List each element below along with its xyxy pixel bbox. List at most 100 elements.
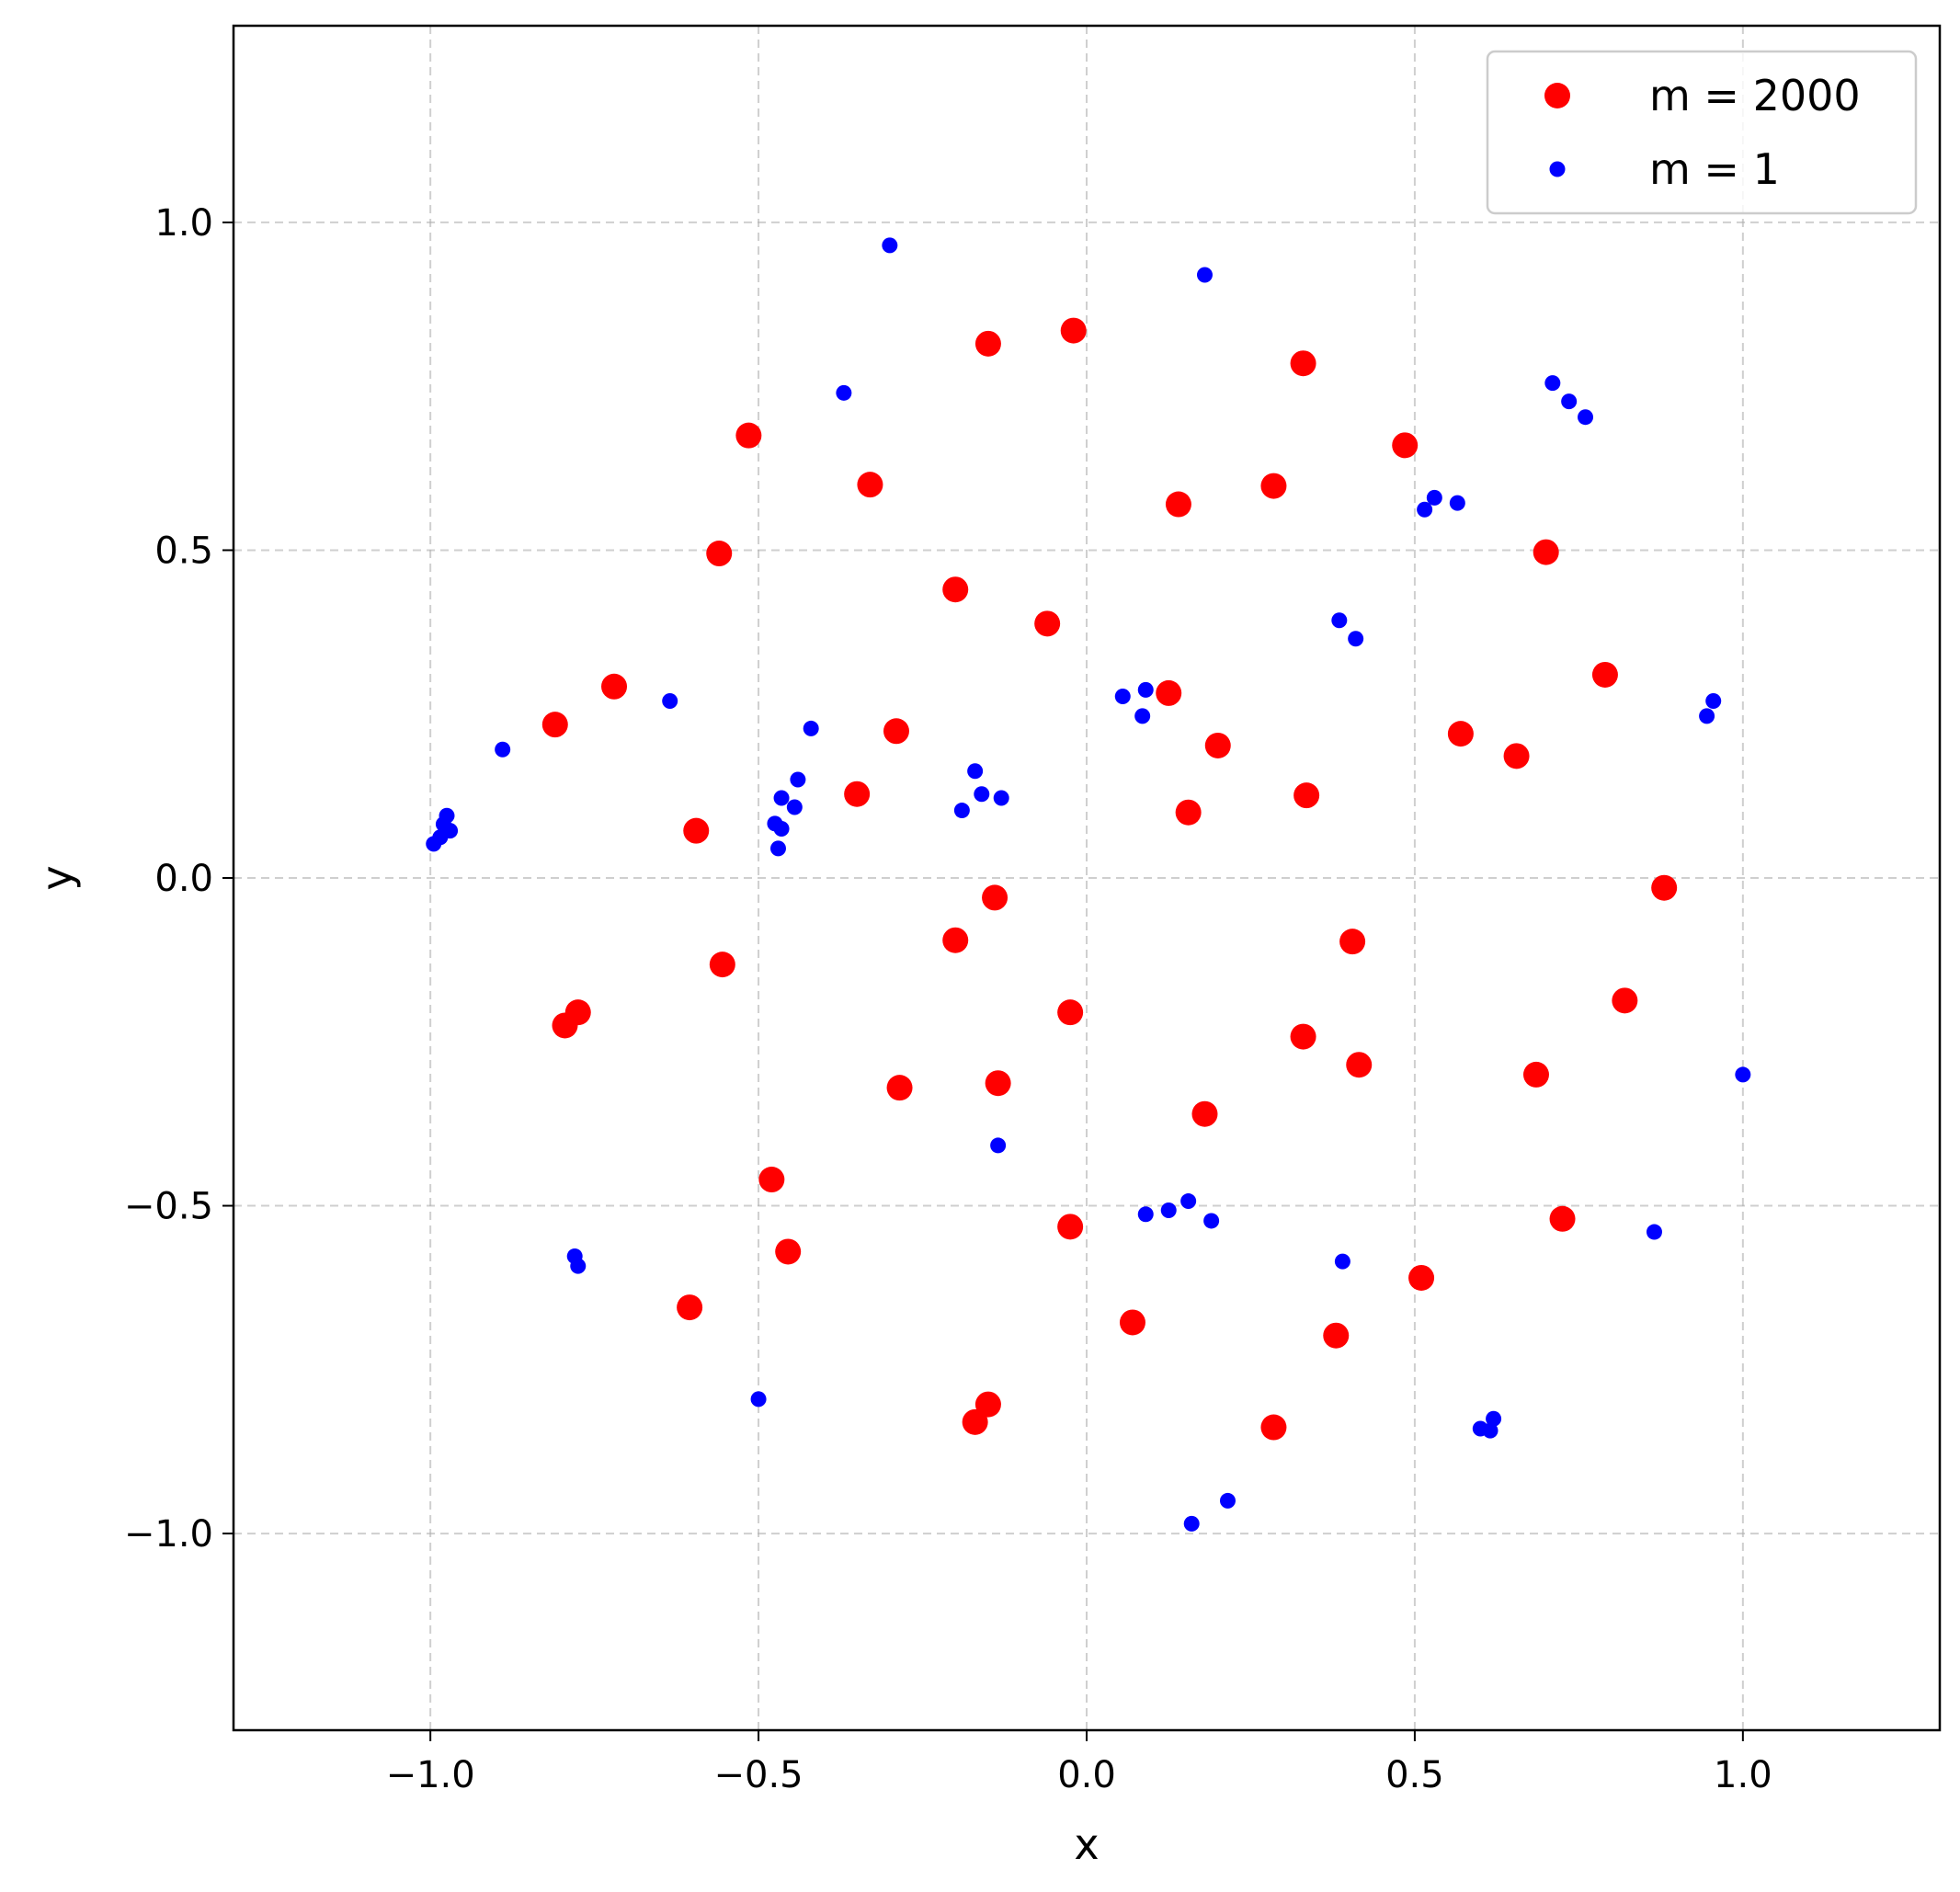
- point-m1: [882, 237, 898, 254]
- point-m2000: [1591, 661, 1618, 688]
- point-m1: [790, 771, 806, 788]
- point-m2000: [709, 952, 735, 978]
- point-m2000: [683, 817, 710, 844]
- point-m2000: [1392, 432, 1419, 459]
- y-tick-label: 1.0: [154, 202, 213, 245]
- point-m1: [750, 1391, 767, 1408]
- point-m2000: [1503, 743, 1530, 769]
- grid-lines: [234, 26, 1940, 1730]
- point-m2000: [1533, 539, 1559, 565]
- point-m2000: [1549, 1205, 1576, 1232]
- point-m1: [570, 1258, 587, 1274]
- point-m1: [662, 692, 678, 709]
- x-tick-label: 0.0: [1057, 1754, 1116, 1796]
- point-m2000: [1293, 782, 1320, 809]
- point-m2000: [735, 422, 762, 449]
- point-m2000: [677, 1294, 703, 1321]
- point-m2000: [1290, 1023, 1316, 1050]
- point-m2000: [1191, 1100, 1218, 1127]
- legend-marker: [1544, 83, 1570, 108]
- point-m2000: [758, 1167, 785, 1193]
- point-m1: [1544, 375, 1561, 392]
- point-m1: [1646, 1224, 1662, 1240]
- point-m2000: [1057, 999, 1084, 1026]
- point-m1: [773, 821, 790, 838]
- point-m1: [773, 790, 790, 806]
- point-m1: [993, 790, 1009, 806]
- point-m2000: [985, 1070, 1011, 1097]
- x-tick-label: −1.0: [386, 1754, 475, 1796]
- point-m2000: [552, 1012, 578, 1039]
- legend-label: m = 1: [1649, 144, 1780, 194]
- point-m1: [1561, 393, 1578, 410]
- point-m2000: [1408, 1264, 1435, 1291]
- point-m1: [1417, 501, 1433, 518]
- y-tick-label: 0.0: [154, 858, 213, 900]
- point-m1: [1160, 1202, 1177, 1219]
- point-m1: [803, 720, 819, 736]
- data-points: [426, 237, 1751, 1532]
- point-m1: [1449, 495, 1465, 511]
- point-m1: [1705, 692, 1722, 709]
- point-m2000: [1260, 473, 1287, 499]
- point-m1: [1114, 688, 1131, 704]
- point-m1: [1137, 681, 1154, 698]
- point-m1: [1426, 489, 1442, 506]
- point-m2000: [1290, 350, 1316, 377]
- point-m2000: [601, 673, 628, 700]
- x-tick-label: −0.5: [714, 1754, 803, 1796]
- point-m1: [1482, 1422, 1498, 1439]
- legend: m = 2000 m = 1: [1486, 50, 1918, 215]
- point-m2000: [1060, 317, 1087, 344]
- point-m2000: [857, 472, 883, 498]
- point-m1: [1486, 1410, 1502, 1427]
- point-m1: [1203, 1213, 1220, 1229]
- legend-label: m = 2000: [1649, 71, 1861, 120]
- point-m2000: [942, 576, 969, 603]
- point-m2000: [1339, 929, 1366, 955]
- point-m1: [1735, 1066, 1751, 1083]
- y-axis-label: y: [32, 865, 82, 890]
- x-tick-label: 1.0: [1714, 1754, 1772, 1796]
- point-m1: [1219, 1492, 1236, 1509]
- point-m1: [953, 803, 970, 819]
- point-m2000: [1323, 1322, 1350, 1349]
- point-m1: [1137, 1206, 1154, 1223]
- point-m1: [1331, 612, 1348, 629]
- point-m2000: [886, 1075, 913, 1101]
- point-m1: [836, 384, 852, 401]
- point-m2000: [706, 541, 733, 567]
- point-m2000: [1156, 679, 1182, 706]
- point-m1: [769, 840, 786, 857]
- point-m1: [786, 799, 803, 815]
- point-m2000: [1260, 1414, 1287, 1441]
- point-m1: [967, 763, 984, 780]
- point-m1: [426, 836, 442, 852]
- point-m2000: [974, 330, 1001, 357]
- point-m2000: [775, 1238, 802, 1265]
- point-m2000: [1175, 799, 1202, 826]
- point-m1: [990, 1137, 1007, 1154]
- point-m2000: [1204, 732, 1231, 758]
- point-m2000: [1165, 491, 1191, 518]
- point-m2000: [974, 1391, 1001, 1418]
- point-m2000: [1034, 610, 1061, 637]
- point-m1: [1183, 1515, 1200, 1532]
- point-m2000: [942, 927, 969, 953]
- point-m1: [1196, 267, 1213, 283]
- point-m2000: [962, 1408, 988, 1435]
- point-m1: [1134, 708, 1151, 724]
- axis-ticks: −1.0 −0.5 0.0 0.5 1.0 −1.0 −0.5 0.0 0.5 1.0: [124, 202, 1772, 1796]
- point-m2000: [1057, 1214, 1084, 1240]
- y-tick-label: 0.5: [154, 530, 213, 572]
- y-tick-label: −0.5: [124, 1186, 213, 1228]
- point-m2000: [1346, 1052, 1373, 1078]
- point-m2000: [1447, 721, 1474, 747]
- point-m2000: [541, 712, 568, 738]
- point-m2000: [883, 718, 909, 745]
- point-m2000: [1651, 874, 1678, 901]
- point-m2000: [1119, 1309, 1145, 1336]
- point-m2000: [844, 781, 871, 807]
